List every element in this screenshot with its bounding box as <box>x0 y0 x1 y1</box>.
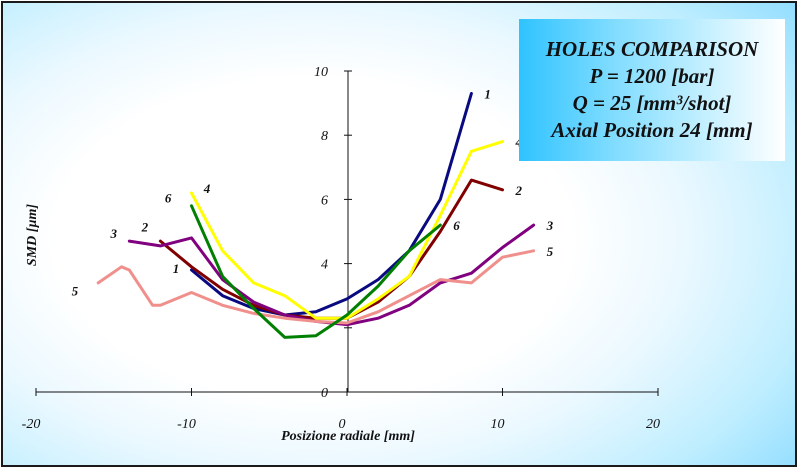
series-label-start-1: 1 <box>173 261 180 276</box>
series-label-end-2: 2 <box>515 183 523 198</box>
flow-label: Q = 25 [mm³/shot] <box>572 91 732 115</box>
pressure-label: P = 1200 [bar] <box>589 64 715 88</box>
series-label-start-6: 6 <box>165 191 172 206</box>
axes: -20 -10 0 10 20 0 4 6 8 10 <box>22 65 660 432</box>
series-line-1 <box>190 92 473 317</box>
chart-title-box: HOLES COMPARISON P = 1200 [bar] Q = 25 [… <box>519 19 785 161</box>
x-tick-label: 20 <box>646 417 660 432</box>
series-label-start-3: 3 <box>110 226 118 241</box>
series-label-end-5: 5 <box>547 244 554 259</box>
series-label-end-1: 1 <box>484 86 491 101</box>
chart-title: HOLES COMPARISON <box>545 37 759 61</box>
series-layer <box>96 92 536 339</box>
chart-svg: -20 -10 0 10 20 0 4 6 8 10 1 1 2 2 3 3 4 4 5 5 6 6 Posizione… <box>22 65 660 444</box>
series-line-6 <box>190 204 442 339</box>
x-tick-label: -20 <box>22 417 41 432</box>
series-line-5 <box>96 249 536 325</box>
x-tick-label: 10 <box>491 417 505 432</box>
series-line-3 <box>127 223 536 327</box>
x-tick-label: -10 <box>177 417 196 432</box>
y-tick-label: 10 <box>314 65 328 80</box>
y-tick-label: 6 <box>321 193 328 208</box>
series-line-4 <box>190 140 504 320</box>
y-tick-label: 4 <box>321 258 328 273</box>
series-label-start-5: 5 <box>72 284 79 299</box>
series-label-end-6: 6 <box>453 218 460 233</box>
y-tick-label: 0 <box>321 386 328 401</box>
series-label-start-2: 2 <box>141 220 149 235</box>
series-label-end-4: 4 <box>515 135 523 150</box>
series-label-start-4: 4 <box>203 181 211 196</box>
x-tick-label: 0 <box>339 417 346 432</box>
series-label-end-3: 3 <box>546 218 554 233</box>
axial-position-label: Axial Position 24 [mm] <box>551 118 753 142</box>
series-labels: 1 1 2 2 3 3 4 4 5 5 6 6 <box>72 86 554 298</box>
y-tick-label: 8 <box>321 129 328 144</box>
y-axis-title: SMD [µm] <box>25 204 40 266</box>
x-axis-title: Posizione radiale [mm] <box>281 429 415 444</box>
